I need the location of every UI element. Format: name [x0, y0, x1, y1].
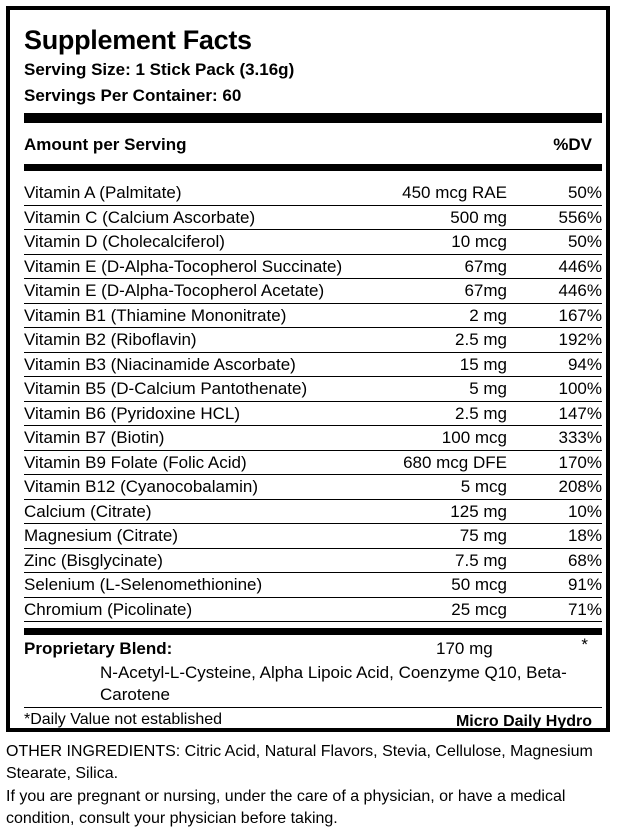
panel-title: Supplement Facts	[24, 25, 252, 55]
nutrient-amount: 5 mg	[469, 379, 507, 398]
nutrient-name: Vitamin B5 (D-Calcium Pantothenate)	[24, 379, 308, 398]
nutrient-name: Chromium (Picolinate)	[24, 599, 193, 619]
nutrient-dv: 208%	[558, 477, 602, 496]
nutrient-name: Vitamin B3 (Niacinamide Ascorbate)	[24, 354, 296, 374]
nutrient-dv: 10%	[567, 501, 602, 521]
nutrient-row: Vitamin B6 (Pyridoxine HCL) 2.5 mg 147%	[24, 402, 602, 426]
blend-divider	[24, 628, 602, 635]
nutrient-name: Vitamin B9 Folate (Folic Acid)	[24, 452, 247, 472]
nutrient-name: Vitamin A (Palmitate)	[24, 183, 182, 202]
nutrient-name: Vitamin E (D-Alpha-Tocopherol Succinate)	[24, 256, 343, 276]
product-name: Micro Daily Hydro	[455, 713, 592, 730]
nutrient-row: Vitamin B3 (Niacinamide Ascorbate) 15 mg 9…	[24, 353, 602, 377]
nutrient-amount: 2 mg	[469, 305, 507, 325]
nutrient-row: Vitamin E (D-Alpha-Tocopherol Succinate)…	[24, 255, 602, 279]
other-ingredients: OTHER INGREDIENTS: Citric Acid, Natural …	[6, 743, 593, 782]
nutrient-dv: 446%	[558, 256, 602, 276]
nutrient-amount: 5 mcg	[460, 477, 507, 496]
nutrient-dv: 71%	[567, 599, 602, 619]
nutrient-dv: 100%	[558, 379, 602, 398]
nutrient-dv: 167%	[558, 305, 602, 325]
nutrient-amount: 75 mg	[459, 526, 507, 545]
nutrient-dv: 50%	[567, 232, 602, 251]
nutrient-amount: 2.5 mg	[455, 403, 507, 423]
nutrient-amount: 680 mcg DFE	[403, 452, 507, 472]
nutrient-amount: 100 mcg	[441, 428, 507, 447]
supplement-facts-panel: Supplement Facts Serving Size: 1 Stick P…	[6, 6, 610, 732]
nutrient-amount: 450 mcg RAE	[402, 183, 507, 202]
nutrient-amount: 67mg	[464, 281, 507, 300]
amount-header: Amount per Serving	[24, 135, 187, 154]
nutrient-row: Chromium (Picolinate) 25 mcg 71%	[24, 598, 602, 622]
nutrient-dv: 68%	[567, 550, 602, 570]
thick-divider	[24, 113, 602, 123]
nutrient-dv: 91%	[567, 575, 602, 594]
nutrient-amount: 500 mg	[450, 207, 507, 227]
nutrient-row: Vitamin B2 (Riboflavin) 2.5 mg 192%	[24, 328, 602, 353]
nutrient-name: Vitamin B1 (Thiamine Mononitrate)	[24, 305, 287, 325]
nutrient-name: Calcium (Citrate)	[24, 501, 152, 521]
nutrient-dv: 50%	[567, 183, 602, 202]
nutrient-row: Calcium (Citrate) 125 mg 10%	[24, 500, 602, 524]
blend-name: Proprietary Blend:	[24, 639, 173, 658]
nutrient-amount: 67mg	[464, 256, 507, 276]
nutrient-row: Vitamin B7 (Biotin) 100 mcg 333%	[24, 426, 602, 451]
nutrient-name: Magnesium (Citrate)	[24, 526, 178, 545]
dv-header: %DV	[553, 135, 592, 154]
nutrient-row: Vitamin A (Palmitate) 450 mcg RAE 50%	[24, 181, 602, 206]
nutrient-row: Magnesium (Citrate) 75 mg 18%	[24, 524, 602, 549]
nutrient-row: Selenium (L-Selenomethionine) 50 mcg 91%	[24, 573, 602, 598]
nutrient-dv: 192%	[558, 330, 602, 349]
nutrient-dv: 333%	[558, 428, 602, 447]
nutrient-amount: 15 mg	[459, 354, 507, 374]
nutrient-name: Zinc (Bisglycinate)	[24, 550, 163, 570]
warning-text: If you are pregnant or nursing, under th…	[6, 788, 566, 827]
nutrient-amount: 50 mcg	[451, 575, 507, 594]
nutrient-row: Vitamin B9 Folate (Folic Acid) 680 mcg DF…	[24, 451, 602, 475]
serving-size: Serving Size: 1 Stick Pack (3.16g)	[24, 60, 295, 79]
nutrient-table: Vitamin A (Palmitate) 450 mcg RAE 50% Vita…	[24, 181, 602, 622]
servings-per-container: Servings Per Container: 60	[24, 86, 242, 105]
nutrient-row: Vitamin B12 (Cyanocobalamin) 5 mcg 208%	[24, 475, 602, 500]
nutrient-name: Vitamin B12 (Cyanocobalamin)	[24, 477, 259, 496]
nutrient-name: Vitamin B7 (Biotin)	[24, 428, 165, 447]
blend-ingredients: N-Acetyl-L-Cysteine, Alpha Lipoic Acid, …	[100, 663, 567, 704]
nutrient-amount: 25 mcg	[451, 599, 507, 619]
nutrient-name: Vitamin D (Cholecalciferol)	[24, 232, 225, 251]
blend-dv-asterisk: *	[581, 635, 588, 654]
nutrient-row: Vitamin C (Calcium Ascorbate) 500 mg 556%	[24, 206, 602, 230]
blend-amount: 170 mg	[436, 639, 493, 658]
nutrient-amount: 2.5 mg	[455, 330, 507, 349]
nutrient-row: Vitamin B1 (Thiamine Mononitrate) 2 mg 167…	[24, 304, 602, 328]
nutrient-row: Vitamin B5 (D-Calcium Pantothenate) 5 mg 1…	[24, 377, 602, 402]
nutrient-name: Vitamin B6 (Pyridoxine HCL)	[24, 403, 241, 423]
nutrient-name: Vitamin E (D-Alpha-Tocopherol Acetate)	[24, 281, 325, 300]
header-divider	[24, 164, 602, 171]
nutrient-dv: 170%	[558, 452, 602, 472]
nutrient-name: Vitamin C (Calcium Ascorbate)	[24, 207, 256, 227]
nutrient-amount: 125 mg	[450, 501, 507, 521]
nutrient-dv: 446%	[558, 281, 602, 300]
daily-value-footnote: *Daily Value not established	[24, 711, 223, 728]
nutrient-dv: 18%	[567, 526, 602, 545]
nutrient-name: Selenium (L-Selenomethionine)	[24, 575, 263, 594]
nutrient-dv: 94%	[567, 354, 602, 374]
nutrient-amount: 10 mcg	[451, 232, 507, 251]
nutrient-dv: 556%	[558, 207, 602, 227]
nutrient-name: Vitamin B2 (Riboflavin)	[24, 330, 197, 349]
nutrient-dv: 147%	[558, 403, 602, 423]
nutrient-row: Vitamin D (Cholecalciferol) 10 mcg 50%	[24, 230, 602, 255]
nutrient-row: Zinc (Bisglycinate) 7.5 mg 68%	[24, 549, 602, 573]
nutrient-row: Vitamin E (D-Alpha-Tocopherol Acetate) 67…	[24, 279, 602, 304]
nutrient-amount: 7.5 mg	[455, 550, 507, 570]
footnote-divider	[24, 707, 602, 708]
